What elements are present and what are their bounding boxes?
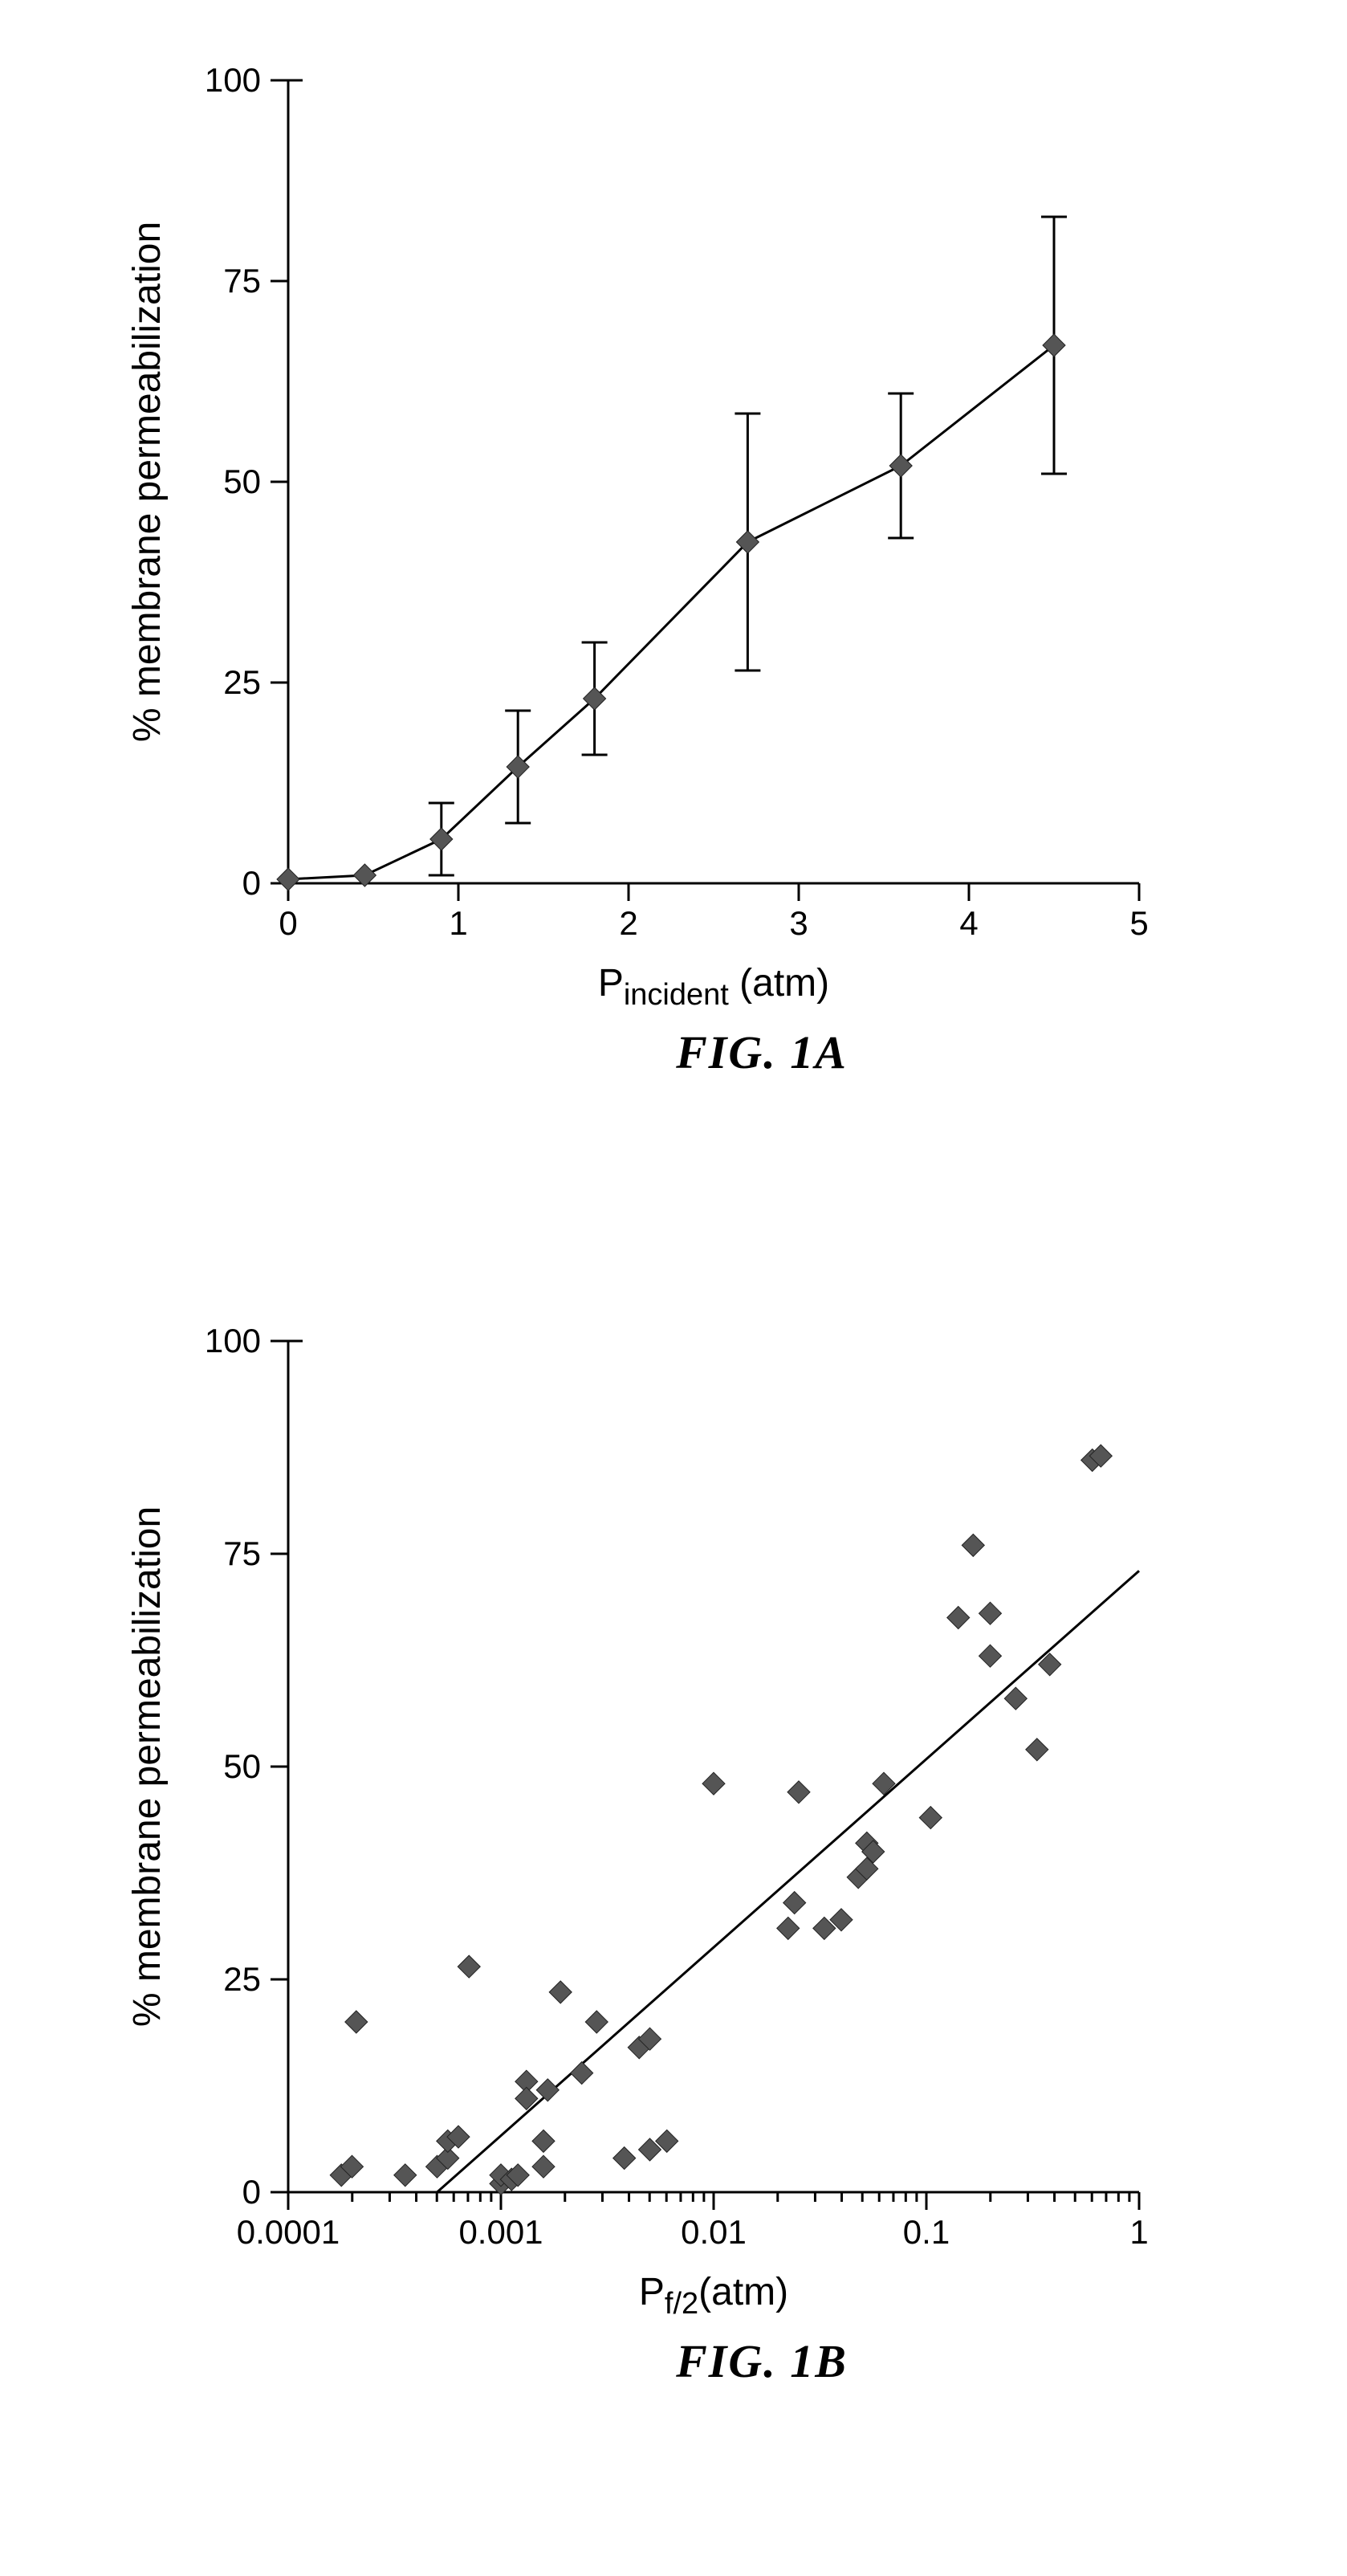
y-axis-label: % membrane permeabilization bbox=[126, 222, 169, 742]
data-marker bbox=[532, 2155, 555, 2178]
chart-svg-b: 0 25 50 75 100 0.0001 0.001 0.01 0.1 1 % membrane … bbox=[71, 1293, 1276, 2505]
figure-container: 0 25 50 75 100 0 1 2 3 4 5 % membrane permeabilizat… bbox=[32, 32, 1315, 2505]
data-marker bbox=[585, 2011, 608, 2033]
x-tick-label: 0.01 bbox=[681, 2213, 747, 2251]
data-marker bbox=[962, 1534, 984, 1556]
y-tick-label: 100 bbox=[205, 1322, 261, 1359]
data-marker bbox=[919, 1807, 942, 1829]
x-axis-label: Pincident (atm) bbox=[598, 962, 829, 1012]
data-marker bbox=[536, 2079, 559, 2101]
data-marker bbox=[979, 1602, 1002, 1624]
x-tick-label: 0.1 bbox=[903, 2213, 950, 2251]
y-tick-label: 25 bbox=[223, 663, 261, 701]
data-marker bbox=[702, 1772, 725, 1795]
data-marker bbox=[787, 1781, 810, 1804]
data-marker bbox=[947, 1607, 970, 1629]
xlabel-unit: (atm) bbox=[698, 2271, 788, 2313]
y-tick-label: 75 bbox=[223, 1535, 261, 1572]
xlabel-prefix: P bbox=[639, 2271, 665, 2313]
x-tick-label: 0 bbox=[279, 904, 297, 942]
data-marker bbox=[345, 2011, 368, 2033]
data-marker bbox=[1043, 334, 1065, 357]
y-tick-label: 50 bbox=[223, 1747, 261, 1785]
fit-line bbox=[437, 1571, 1140, 2192]
y-tick-label: 100 bbox=[205, 61, 261, 99]
data-marker bbox=[571, 2062, 593, 2085]
data-marker bbox=[613, 2147, 636, 2170]
y-axis-label: % membrane permeabilization bbox=[126, 1506, 169, 2027]
xlabel-unit: (atm) bbox=[729, 962, 829, 1005]
figure-1a: 0 25 50 75 100 0 1 2 3 4 5 % membrane permeabilizat… bbox=[71, 32, 1276, 1196]
x-axis-label: Pf/2(atm) bbox=[639, 2271, 788, 2321]
x-tick-label: 1 bbox=[449, 904, 467, 942]
data-marker bbox=[783, 1892, 806, 1914]
data-marker bbox=[889, 454, 912, 477]
x-tick-label: 0.001 bbox=[458, 2213, 543, 2251]
figure-title: FIG. 1B bbox=[675, 2335, 848, 2387]
data-marker bbox=[394, 2164, 417, 2187]
data-marker bbox=[1004, 1687, 1027, 1710]
data-marker bbox=[979, 1645, 1002, 1667]
xlabel-sub: incident bbox=[624, 978, 729, 1012]
data-marker bbox=[873, 1772, 895, 1795]
x-tick-label: 2 bbox=[619, 904, 637, 942]
xlabel-sub: f/2 bbox=[665, 2287, 698, 2321]
x-tick-label: 5 bbox=[1129, 904, 1148, 942]
chart-svg-a: 0 25 50 75 100 0 1 2 3 4 5 % membrane permeabilizat… bbox=[71, 32, 1276, 1196]
data-marker bbox=[549, 1981, 572, 2003]
y-tick-label: 0 bbox=[242, 864, 261, 902]
data-marker bbox=[1026, 1738, 1048, 1761]
x-tick-label: 0.0001 bbox=[237, 2213, 340, 2251]
x-tick-label: 1 bbox=[1129, 2213, 1148, 2251]
data-marker bbox=[532, 2130, 555, 2152]
figure-title: FIG. 1A bbox=[675, 1026, 848, 1078]
x-tick-label: 4 bbox=[959, 904, 978, 942]
data-marker bbox=[777, 1917, 800, 1939]
data-marker bbox=[277, 868, 299, 891]
xlabel-prefix: P bbox=[598, 962, 624, 1005]
x-tick-label: 3 bbox=[789, 904, 808, 942]
y-tick-label: 0 bbox=[242, 2173, 261, 2211]
figure-1b: 0 25 50 75 100 0.0001 0.001 0.01 0.1 1 % membrane … bbox=[71, 1293, 1276, 2505]
y-tick-label: 50 bbox=[223, 463, 261, 500]
y-tick-label: 75 bbox=[223, 262, 261, 300]
data-marker bbox=[458, 1955, 480, 1978]
y-tick-label: 25 bbox=[223, 1960, 261, 1998]
series-line bbox=[288, 345, 1054, 879]
